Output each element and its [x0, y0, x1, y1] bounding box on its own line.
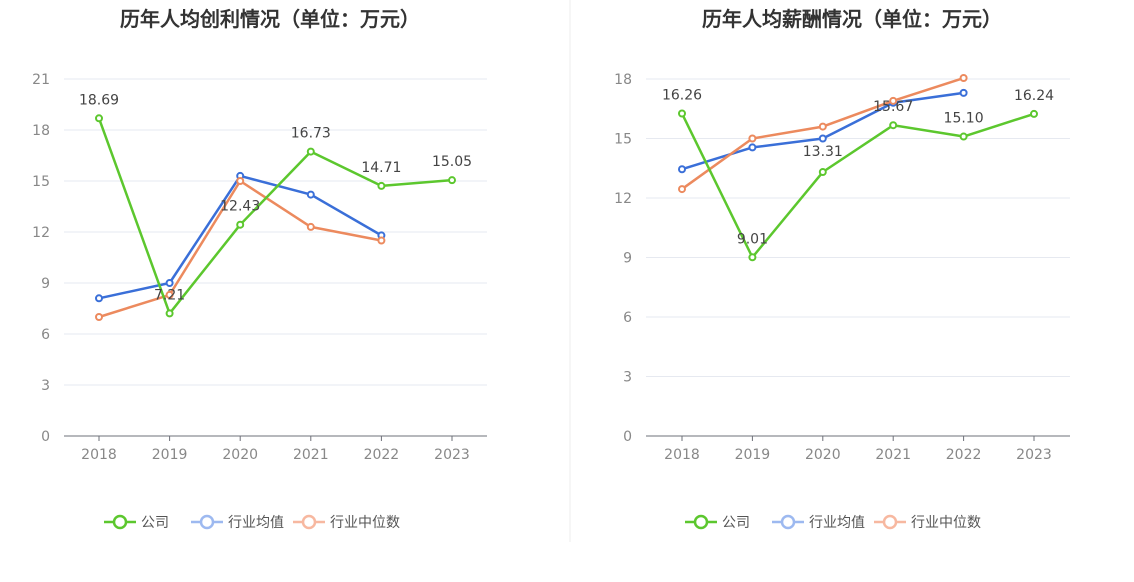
chart-title: 历年人均薪酬情况（单位：万元） — [702, 7, 1002, 31]
x-tick-label: 2023 — [434, 447, 470, 463]
legend-label: 行业中位数 — [330, 515, 400, 531]
data-point[interactable] — [748, 143, 757, 152]
data-point[interactable] — [748, 134, 757, 143]
data-point[interactable] — [1030, 109, 1038, 118]
data-point[interactable] — [748, 253, 757, 262]
data-label: 15.05 — [432, 154, 472, 170]
salary-per-capita-chart: 历年人均薪酬情况（单位：万元） 0 3 6 9 12 15 18 2018 2019 2020 202… — [614, 7, 1070, 531]
data-point[interactable] — [678, 109, 686, 118]
legend-item-company[interactable]: 公司 — [685, 514, 750, 531]
legend-circle-icon — [199, 514, 215, 530]
legend-label: 行业均值 — [809, 515, 865, 531]
data-point[interactable] — [448, 176, 456, 185]
legend-label: 行业中位数 — [911, 515, 981, 531]
data-point[interactable] — [95, 313, 103, 321]
x-tick-label: 2022 — [946, 447, 982, 463]
data-label: 12.43 — [220, 199, 260, 215]
legend-label: 公司 — [722, 515, 750, 531]
x-tick-label: 2020 — [222, 447, 258, 463]
y-tick-label: 18 — [614, 72, 632, 88]
data-label: 9.01 — [737, 231, 768, 247]
data-point[interactable] — [959, 132, 968, 141]
data-label: 13.31 — [803, 144, 843, 160]
y-tick-label: 12 — [32, 225, 50, 241]
series-line-company — [680, 112, 1035, 259]
data-point[interactable] — [377, 181, 386, 190]
data-point[interactable] — [306, 190, 315, 199]
x-tick-label: 2018 — [664, 447, 700, 463]
data-point[interactable] — [165, 279, 174, 287]
data-point[interactable] — [818, 122, 827, 131]
x-tick-label: 2021 — [875, 447, 911, 463]
profit-per-capita-chart: 历年人均创利情况（单位：万元） 0 3 6 9 12 15 18 21 2018 2019 2020 2… — [32, 7, 487, 531]
x-tick-label: 2019 — [735, 447, 771, 463]
y-tick-label: 6 — [41, 327, 50, 343]
legend-circle-icon — [780, 514, 796, 530]
x-tick-label: 2023 — [1016, 447, 1052, 463]
y-tick-label: 0 — [41, 429, 50, 445]
data-point[interactable] — [818, 168, 827, 177]
data-point[interactable] — [889, 121, 898, 130]
legend-item-company[interactable]: 公司 — [104, 514, 169, 531]
data-label: 15.10 — [944, 111, 984, 127]
legend-label: 公司 — [141, 515, 169, 531]
y-tick-label: 18 — [32, 123, 50, 139]
legend-circle-icon — [112, 514, 128, 530]
chart-title: 历年人均创利情况（单位：万元） — [120, 7, 420, 31]
legend-circle-icon — [301, 514, 317, 530]
data-point[interactable] — [377, 236, 386, 245]
data-point[interactable] — [306, 222, 315, 231]
data-point[interactable] — [678, 165, 686, 174]
series-line-company — [97, 117, 453, 315]
data-point[interactable] — [165, 290, 174, 299]
y-tick-label: 3 — [623, 370, 632, 386]
y-tick-label: 12 — [614, 191, 632, 207]
data-label: 15.67 — [873, 99, 913, 115]
legend-circle-icon — [693, 514, 709, 530]
data-point[interactable] — [959, 74, 968, 83]
x-tick-label: 2022 — [364, 447, 400, 463]
y-tick-label: 21 — [32, 72, 50, 88]
y-tick-label: 0 — [623, 429, 632, 445]
x-tick-label: 2019 — [152, 447, 188, 463]
data-point[interactable] — [678, 185, 686, 194]
legend-item-industry-median[interactable]: 行业中位数 — [293, 514, 400, 531]
data-label: 18.69 — [79, 92, 119, 108]
data-label: 7.21 — [154, 287, 185, 303]
data-point[interactable] — [95, 114, 103, 123]
legend-label: 行业均值 — [228, 515, 284, 531]
y-tick-label: 3 — [41, 378, 50, 394]
data-point[interactable] — [95, 294, 103, 303]
data-point[interactable] — [889, 96, 898, 105]
y-tick-label: 15 — [32, 174, 50, 190]
legend-item-industry-median[interactable]: 行业中位数 — [874, 514, 981, 531]
legend-circle-icon — [882, 514, 898, 530]
data-point[interactable] — [818, 134, 827, 143]
data-point[interactable] — [165, 309, 174, 318]
data-label: 16.26 — [662, 88, 702, 104]
data-point[interactable] — [959, 88, 968, 97]
x-tick-label: 2018 — [81, 447, 117, 463]
data-label: 16.24 — [1014, 88, 1054, 104]
x-tick-label: 2020 — [805, 447, 841, 463]
data-point[interactable] — [236, 220, 245, 229]
y-tick-label: 6 — [623, 310, 632, 326]
data-point[interactable] — [306, 147, 315, 156]
x-tick-label: 2021 — [293, 447, 329, 463]
y-tick-label: 15 — [614, 132, 632, 148]
data-point[interactable] — [236, 177, 245, 185]
data-label: 14.71 — [361, 160, 401, 176]
y-tick-label: 9 — [41, 276, 50, 292]
data-label: 16.73 — [291, 126, 331, 142]
legend-item-industry-average[interactable]: 行业均值 — [191, 514, 284, 531]
legend-item-industry-average[interactable]: 行业均值 — [772, 514, 865, 531]
y-tick-label: 9 — [623, 251, 632, 267]
